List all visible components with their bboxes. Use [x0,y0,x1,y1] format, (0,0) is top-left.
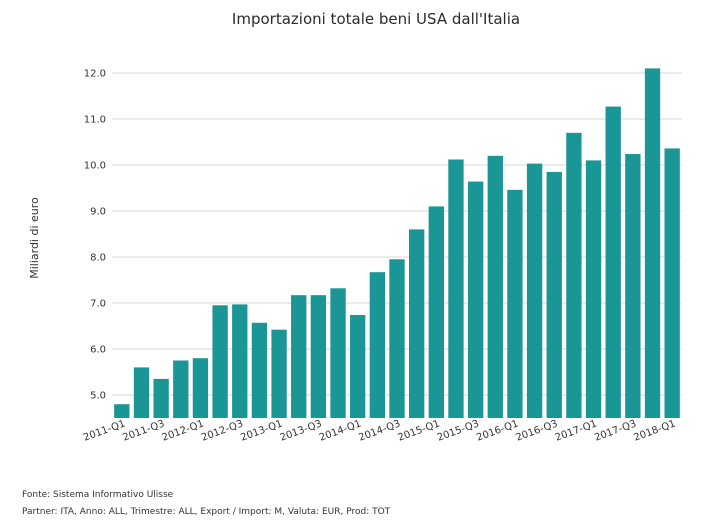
y-tick-label: 7.0 [90,299,106,310]
bar-2016-Q4 [566,132,582,419]
x-tick-label: 2017-Q1 [554,418,599,443]
bar-2017-Q3 [625,153,641,418]
x-tick-label: 2015-Q3 [436,418,481,443]
bar-2011-Q2 [133,367,150,418]
y-tick-label: 6.0 [90,345,106,356]
bar-2016-Q1 [507,189,523,418]
bar-2016-Q3 [546,171,562,418]
bar-2015-Q3 [467,181,484,418]
bar-2014-Q1 [350,314,366,418]
y-tick-label: 8.0 [90,253,106,264]
bar-2011-Q1 [114,404,130,418]
bar-2013-Q3 [310,295,327,418]
bar-2017-Q1 [585,160,602,418]
bar-2012-Q1 [192,358,209,418]
x-tick-label: 2014-Q1 [318,418,363,443]
x-axis-ticks: 2011-Q12011-Q32012-Q12012-Q32013-Q12013-… [82,418,677,443]
y-axis-label: Miliardi di euro [28,197,41,279]
y-tick-label: 5.0 [90,391,106,402]
x-tick-label: 2018-Q1 [632,418,677,443]
x-tick-label: 2016-Q3 [514,418,559,443]
bar-2013-Q2 [291,295,307,418]
bar-2016-Q2 [526,163,543,418]
bar-2012-Q4 [251,322,268,418]
bar-2017-Q4 [644,68,661,419]
x-tick-label: 2011-Q1 [82,418,127,443]
bar-2015-Q1 [428,206,444,418]
x-tick-label: 2012-Q3 [200,418,245,443]
bar-2017-Q2 [605,106,621,418]
footer-partner: Partner: ITA, Anno: ALL, Trimestre: ALL,… [22,507,391,517]
x-tick-label: 2012-Q1 [161,418,206,443]
bar-2011-Q3 [153,378,169,418]
bar-2018-Q1 [664,148,680,418]
x-tick-label: 2013-Q3 [279,418,324,443]
chart-title: Importazioni totale beni USA dall'Italia [232,10,520,28]
x-tick-label: 2011-Q3 [121,418,166,443]
y-axis-ticks: 5.0 6.0 7.0 8.0 9.0 10.0 11.0 12.0 [84,69,106,402]
y-tick-label: 9.0 [90,207,106,218]
bar-2013-Q1 [271,329,287,418]
bar-chart: Importazioni totale beni USA dall'Italia… [28,10,682,444]
bar-2015-Q2 [448,159,464,419]
bar-2012-Q2 [212,305,228,418]
bar-2014-Q4 [408,229,425,418]
bar-2011-Q4 [173,360,189,418]
bars [114,68,680,419]
y-tick-label: 11.0 [84,115,106,126]
x-tick-label: 2013-Q1 [239,418,284,443]
x-tick-label: 2014-Q3 [357,418,402,443]
bar-2012-Q3 [232,304,248,418]
bar-2013-Q4 [330,288,346,418]
bar-2014-Q2 [369,272,386,418]
x-tick-label: 2017-Q3 [593,418,638,443]
y-tick-label: 12.0 [84,69,106,80]
footer-source: Fonte: Sistema Informativo Ulisse [22,490,174,500]
y-tick-label: 10.0 [84,161,106,172]
x-tick-label: 2016-Q1 [475,418,520,443]
x-tick-label: 2015-Q1 [397,418,442,443]
bar-2015-Q4 [487,155,503,419]
bar-2014-Q3 [389,259,405,418]
